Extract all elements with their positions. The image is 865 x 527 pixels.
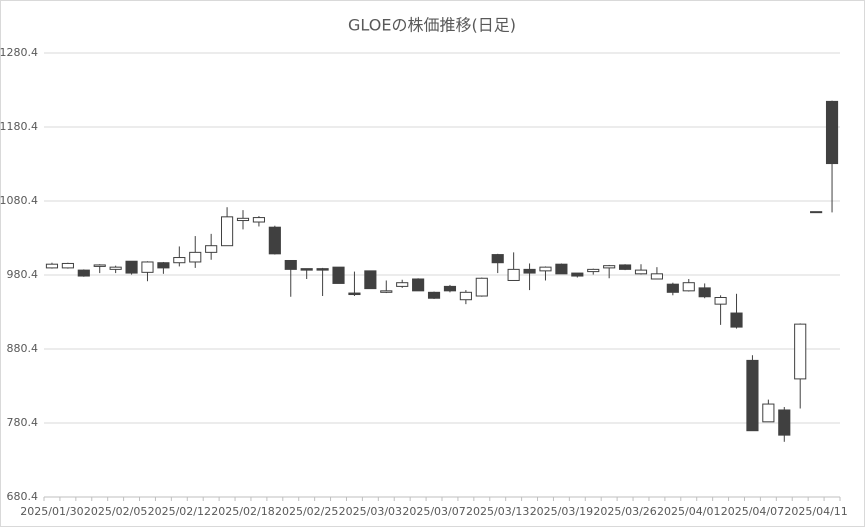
candle-body	[109, 266, 122, 270]
candle-body	[714, 296, 727, 305]
candle-body	[205, 245, 218, 253]
candle-body	[173, 257, 186, 264]
candle-body	[698, 287, 711, 298]
candle-body	[77, 269, 90, 277]
candle-body	[427, 291, 441, 299]
candle-body	[650, 273, 663, 280]
candle-body	[284, 259, 297, 270]
candle-body	[157, 262, 170, 269]
candle-body	[268, 226, 281, 255]
candle-body	[475, 277, 488, 297]
candle-body	[364, 270, 377, 290]
candle-body	[762, 403, 775, 423]
candle-body	[507, 268, 520, 281]
candle-body	[682, 282, 695, 292]
candle-body	[300, 268, 313, 271]
x-tick-label: 2025/03/07	[402, 505, 465, 518]
x-tick-label: 2025/04/07	[721, 505, 784, 518]
candle-body	[348, 292, 361, 296]
x-tick-label: 2025/03/03	[339, 505, 402, 518]
x-tick-label: 2025/02/18	[211, 505, 274, 518]
y-tick-label: 680.4	[7, 490, 39, 503]
candle-body	[459, 291, 472, 301]
candle-body	[603, 265, 616, 269]
x-tick-label: 2025/03/26	[593, 505, 656, 518]
candle-body	[555, 263, 568, 275]
x-tick-label: 2025/02/05	[84, 505, 147, 518]
candle-body	[221, 216, 234, 247]
y-tick-label: 1180.4	[0, 120, 38, 133]
candle-body	[491, 254, 504, 264]
candle-body	[587, 268, 600, 273]
candle-body	[396, 282, 409, 287]
x-tick-label: 2025/03/13	[466, 505, 529, 518]
candle-body	[794, 323, 807, 380]
candle-body	[539, 266, 552, 272]
x-tick-label: 2025/01/30	[20, 505, 83, 518]
y-tick-label: 780.4	[7, 416, 39, 429]
candle-body	[141, 261, 154, 273]
x-tick-label: 2025/04/11	[784, 505, 847, 518]
candle-body	[93, 264, 106, 267]
candle-body	[746, 359, 759, 432]
candle-body	[810, 211, 823, 214]
x-tick-label: 2025/02/12	[148, 505, 211, 518]
x-tick-label: 2025/02/25	[275, 505, 338, 518]
x-tick-label: 2025/03/19	[530, 505, 593, 518]
candle-body	[316, 268, 329, 271]
candle-body	[380, 290, 393, 293]
candle-body	[523, 268, 536, 274]
candle-body	[443, 285, 457, 292]
candle-body	[45, 263, 59, 269]
candle-body	[125, 260, 138, 274]
chart-title: GLOEの株価推移(日足)	[348, 16, 516, 35]
candle-body	[619, 264, 632, 270]
candle-body	[666, 283, 679, 293]
candle-body	[236, 217, 250, 222]
y-tick-label: 880.4	[7, 342, 39, 355]
candle-body	[634, 269, 648, 275]
y-tick-label: 1280.4	[0, 46, 38, 59]
candle-body	[412, 278, 425, 292]
candle-body	[825, 100, 839, 165]
candle-body	[332, 266, 345, 284]
y-tick-label: 1080.4	[0, 194, 38, 207]
candle-body	[252, 217, 265, 223]
candle-body	[730, 312, 743, 328]
candle-body	[571, 272, 584, 277]
candle-body	[778, 409, 791, 436]
candle-body	[189, 251, 202, 263]
y-tick-label: 980.4	[7, 268, 39, 281]
candle-body	[61, 262, 74, 269]
x-tick-label: 2025/04/01	[657, 505, 720, 518]
